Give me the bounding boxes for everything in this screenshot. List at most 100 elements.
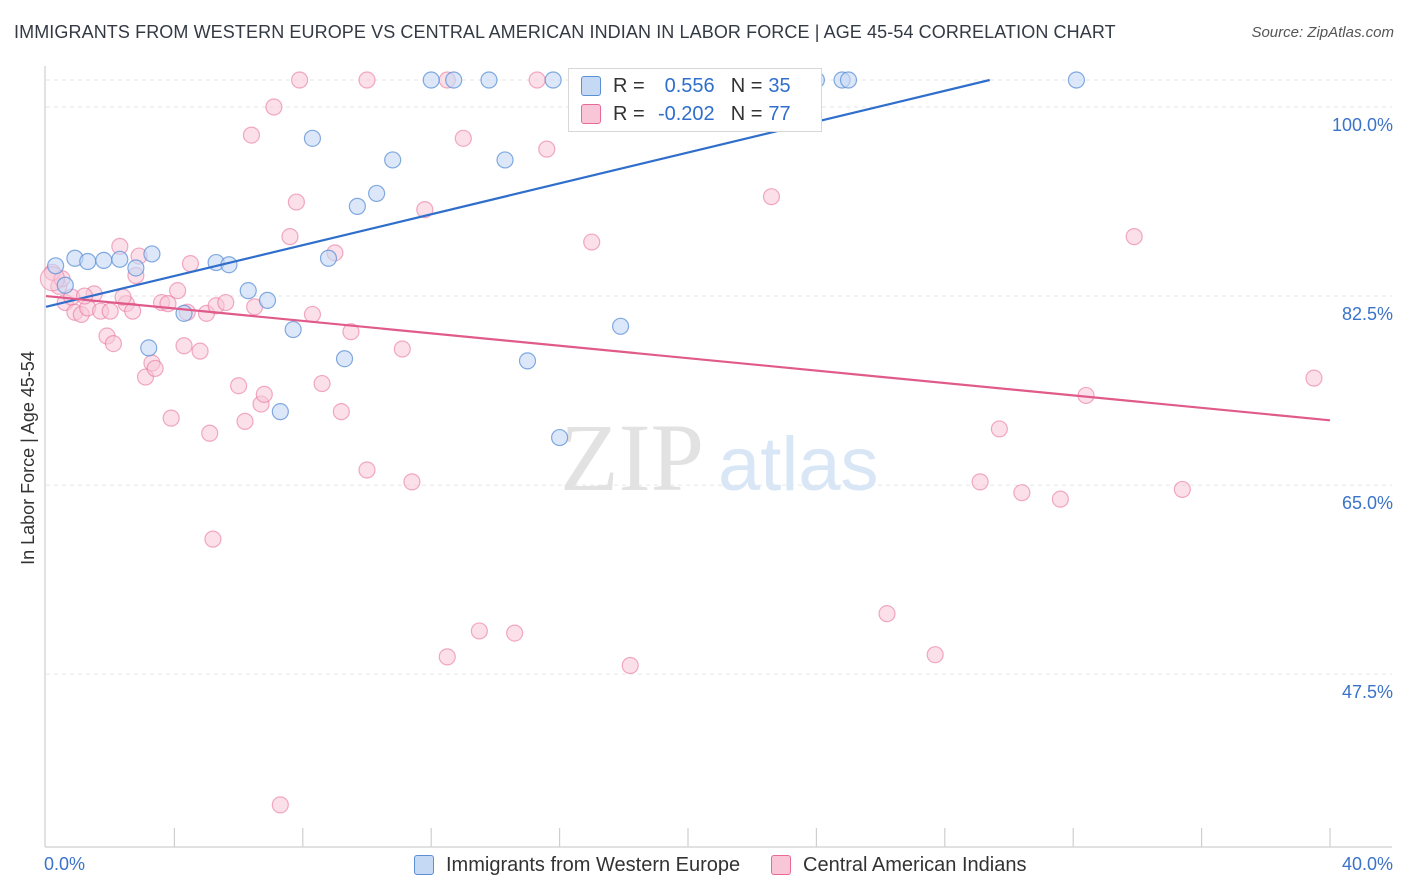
pink-data-point	[104, 334, 123, 353]
pink-data-point	[236, 412, 254, 430]
legend-r-label: R =	[613, 102, 645, 125]
blue-data-point	[319, 249, 338, 267]
legend-swatch-blue	[581, 76, 601, 96]
pink-data-point	[538, 140, 556, 158]
pink-data-point	[1173, 480, 1191, 499]
pink-data-point	[454, 129, 472, 147]
pink-data-point	[1305, 369, 1323, 387]
legend-r-label: R =	[613, 74, 645, 97]
blue-data-point	[258, 291, 277, 309]
watermark-atlas: atlas	[718, 422, 879, 507]
blue-data-point	[422, 71, 440, 89]
pink-data-point	[303, 305, 322, 324]
blue-data-point	[127, 259, 145, 277]
pink-data-point	[342, 323, 360, 341]
blue-data-point	[284, 320, 302, 339]
pink-data-point	[1125, 228, 1143, 246]
pink-data-point	[191, 342, 209, 360]
pink-data-point	[181, 255, 200, 273]
pink-data-point	[416, 201, 434, 219]
legend-row-blue: R = 0.556 N = 35	[581, 73, 791, 99]
blue-data-point	[348, 197, 366, 215]
pink-data-point	[217, 293, 235, 312]
blue-data-point	[384, 151, 402, 169]
blue-data-point	[1067, 71, 1086, 89]
chart-title: IMMIGRANTS FROM WESTERN EUROPE VS CENTRA…	[14, 22, 1116, 42]
pink-data-point	[271, 796, 289, 814]
blue-data-point	[445, 71, 463, 89]
pink-data-point	[290, 71, 309, 89]
legend-n-label: N =	[730, 74, 763, 97]
pink-trend-line	[45, 294, 1331, 422]
bottom-legend-pink: Central American Indians	[771, 851, 1026, 879]
legend-blue-n: 35	[768, 74, 791, 97]
legend-n-label: N =	[730, 102, 763, 125]
legend-pink-n: 77	[768, 102, 791, 125]
blue-data-point	[111, 250, 129, 268]
blue-data-point	[175, 304, 193, 322]
pink-data-point	[332, 403, 350, 421]
legend-swatch-pink	[581, 104, 601, 124]
pink-data-point	[230, 377, 248, 395]
legend-blue-r: 0.556	[664, 74, 715, 97]
blue-data-point	[271, 403, 289, 421]
pink-data-point	[242, 126, 261, 144]
pink-data-point	[393, 340, 411, 358]
blue-data-point	[143, 245, 161, 263]
pink-data-point	[358, 71, 376, 89]
bottom-legend-blue: Immigrants from Western Europe	[414, 851, 740, 879]
pink-data-point	[926, 646, 944, 664]
pink-data-point	[358, 461, 376, 479]
source-credit: Source: ZipAtlas.com	[1251, 24, 1394, 41]
blue-data-point	[496, 151, 514, 169]
pink-data-point	[124, 302, 142, 320]
legend-row-pink: R = -0.202 N = 77	[581, 101, 791, 127]
pink-data-point	[990, 420, 1008, 438]
blue-data-point	[239, 282, 257, 300]
y-tick-label: 82.5%	[1342, 304, 1393, 324]
pink-data-point	[438, 648, 456, 666]
pink-data-point	[762, 188, 781, 206]
pink-data-point	[204, 530, 222, 548]
blue-data-point	[140, 339, 158, 357]
blue-series-points	[47, 71, 1086, 447]
pink-data-point	[621, 656, 639, 675]
y-tick-label: 65.0%	[1342, 493, 1393, 513]
pink-data-point	[506, 624, 524, 642]
tick-labels: 100.0% 82.5% 65.0% 47.5% 0.0% 40.0%	[44, 115, 1393, 874]
blue-data-point	[518, 352, 537, 370]
pink-data-point	[201, 424, 219, 442]
y-axis-label: In Labor Force | Age 45-54	[18, 351, 38, 565]
x-tick-label-max: 40.0%	[1342, 854, 1393, 874]
pink-data-point	[162, 409, 180, 427]
pink-data-point	[287, 193, 305, 211]
blue-data-point	[368, 184, 386, 203]
pink-data-point	[1051, 490, 1069, 508]
pink-data-point	[101, 302, 119, 320]
watermark-zip: ZIP	[560, 404, 704, 511]
pink-data-point	[878, 605, 896, 623]
blue-data-point	[550, 428, 569, 447]
pink-data-point	[1013, 484, 1031, 502]
blue-data-point	[839, 71, 858, 89]
watermark: ZIP atlas	[560, 404, 879, 511]
blue-trend-line	[45, 78, 990, 308]
grid-lines	[46, 79, 1392, 675]
pink-data-point	[265, 98, 283, 116]
trend-lines	[45, 78, 1331, 422]
pink-data-point	[255, 385, 273, 403]
blue-data-point	[56, 276, 74, 294]
axes	[44, 66, 1392, 848]
legend-pink-r: -0.202	[657, 102, 715, 125]
stats-legend: R = 0.556 N = 35 R = -0.202 N = 77	[568, 68, 822, 132]
bottom-legend-swatch-pink	[771, 855, 791, 875]
y-tick-label: 100.0%	[1332, 115, 1393, 135]
blue-data-point	[303, 129, 322, 147]
blue-data-point	[47, 257, 65, 275]
pink-data-point	[971, 473, 989, 491]
x-tick-label-min: 0.0%	[44, 854, 85, 874]
pink-data-point	[583, 233, 601, 251]
blue-data-point	[611, 317, 630, 335]
blue-data-point	[544, 71, 562, 89]
blue-data-point	[95, 251, 113, 270]
